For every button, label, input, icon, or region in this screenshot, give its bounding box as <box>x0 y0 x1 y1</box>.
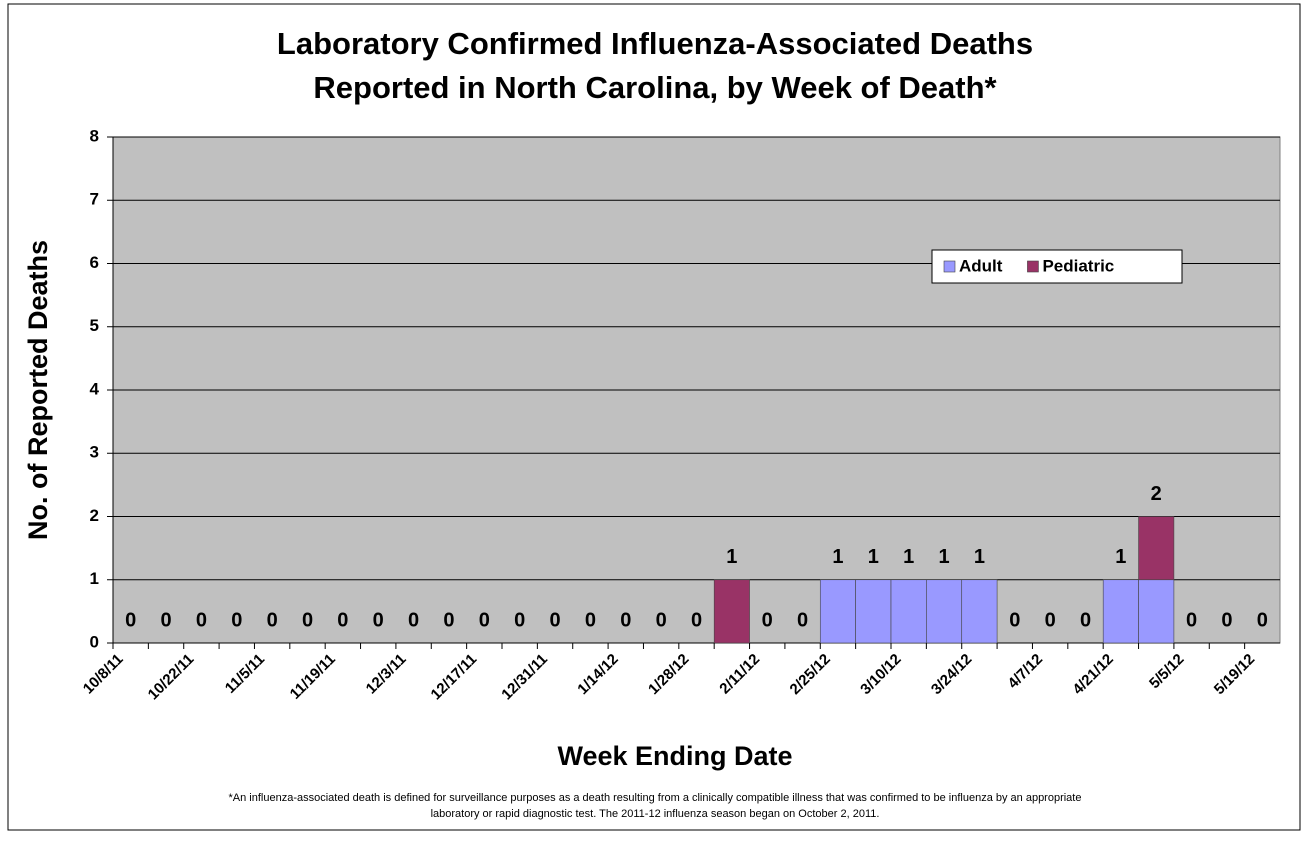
data-label: 0 <box>373 609 384 631</box>
legend-box <box>931 249 1183 284</box>
bar <box>890 579 927 644</box>
bar <box>961 579 998 644</box>
data-label: 0 <box>620 609 631 631</box>
data-label: 1 <box>1115 546 1126 568</box>
data-label: 0 <box>231 609 242 631</box>
y-tick-label: 1 <box>90 569 99 588</box>
legend-swatch <box>943 260 956 273</box>
bar <box>713 579 750 644</box>
data-label: 0 <box>1080 609 1091 631</box>
data-label: 0 <box>656 609 667 631</box>
data-label: 0 <box>1257 609 1268 631</box>
legend-label: Adult <box>959 256 1003 275</box>
data-label: 0 <box>1009 609 1020 631</box>
data-label: 2 <box>1151 483 1162 505</box>
data-label: 0 <box>125 609 136 631</box>
data-label: 0 <box>797 609 808 631</box>
data-label: 0 <box>443 609 454 631</box>
footnote: laboratory or rapid diagnostic test. The… <box>431 808 880 820</box>
data-label: 0 <box>1221 609 1232 631</box>
data-label: 0 <box>408 609 419 631</box>
y-tick-label: 8 <box>90 126 99 145</box>
data-label: 1 <box>868 546 879 568</box>
data-label: 0 <box>1045 609 1056 631</box>
data-label: 0 <box>585 609 596 631</box>
data-label: 0 <box>762 609 773 631</box>
legend-swatch <box>1027 260 1039 273</box>
data-label: 0 <box>479 609 490 631</box>
y-tick-label: 3 <box>90 443 99 462</box>
bar <box>855 579 892 644</box>
bar <box>926 579 963 644</box>
y-tick-label: 6 <box>90 253 99 272</box>
bar <box>1138 579 1175 644</box>
x-axis-label: Week Ending Date <box>557 741 792 771</box>
y-tick-label: 0 <box>90 632 99 651</box>
y-tick-label: 5 <box>90 316 99 335</box>
y-tick-label: 7 <box>90 190 99 209</box>
chart-title: Reported in North Carolina, by Week of D… <box>313 70 997 105</box>
data-label: 1 <box>974 546 985 568</box>
y-tick-label: 4 <box>90 379 100 398</box>
bar <box>1102 579 1139 644</box>
data-label: 1 <box>832 546 843 568</box>
data-label: 1 <box>726 546 737 568</box>
data-label: 0 <box>337 609 348 631</box>
chart-title: Laboratory Confirmed Influenza-Associate… <box>277 26 1033 61</box>
data-label: 0 <box>160 609 171 631</box>
bar <box>819 579 856 644</box>
bar <box>1138 516 1175 581</box>
footnote: *An influenza-associated death is define… <box>229 792 1082 804</box>
data-label: 1 <box>938 546 949 568</box>
legend-label: Pediatric <box>1042 256 1114 275</box>
y-tick-label: 2 <box>90 506 99 525</box>
data-label: 0 <box>1186 609 1197 631</box>
data-label: 0 <box>267 609 278 631</box>
data-label: 0 <box>196 609 207 631</box>
data-label: 0 <box>691 609 702 631</box>
data-label: 0 <box>549 609 560 631</box>
data-label: 0 <box>302 609 313 631</box>
data-label: 0 <box>514 609 525 631</box>
data-label: 1 <box>903 546 914 568</box>
y-axis-label: No. of Reported Deaths <box>23 240 53 540</box>
